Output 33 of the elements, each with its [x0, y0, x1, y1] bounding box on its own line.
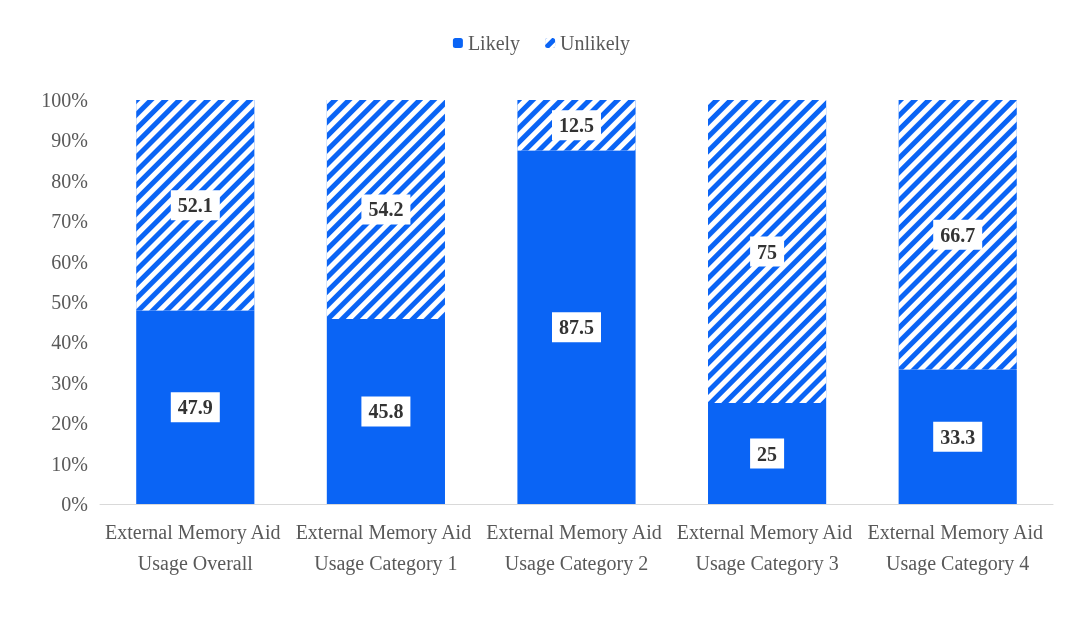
- y-tick-label: 80%: [51, 169, 88, 192]
- data-label: 66.7: [940, 223, 976, 246]
- bar: [326, 318, 445, 504]
- data-label: 87.5: [559, 316, 594, 339]
- y-tick-label: 50%: [51, 291, 88, 313]
- x-tick-label: External Memory Aid Usage Category 1: [295, 520, 477, 575]
- bar: [898, 369, 1017, 504]
- x-tick-label: External Memory Aid Usage Category 4: [867, 520, 1048, 575]
- data-label: 12.5: [559, 114, 594, 137]
- data-label: 52.1: [177, 194, 213, 217]
- x-tick-label: External Memory Aid Usage Category 3: [676, 520, 858, 575]
- bar: [517, 150, 636, 504]
- data-label: 75: [757, 240, 778, 263]
- data-label: 33.3: [940, 425, 976, 448]
- y-tick-label: 30%: [51, 371, 88, 394]
- bar: [708, 403, 827, 504]
- y-tick-label: 60%: [51, 250, 88, 273]
- y-tick-label: 70%: [51, 210, 88, 233]
- data-label: 54.2: [368, 198, 404, 221]
- y-tick-label: 100%: [41, 89, 88, 111]
- y-tick-label: 40%: [51, 331, 88, 354]
- y-tick-label: 20%: [51, 412, 88, 435]
- data-label: 45.8: [368, 400, 404, 423]
- data-label: 47.9: [177, 396, 213, 419]
- x-tick-label: External Memory Aid Usage Category 2: [486, 520, 667, 575]
- legend-label: Unlikely: [560, 32, 631, 55]
- legend-label: Likely: [467, 32, 521, 55]
- y-tick-label: 0%: [61, 493, 88, 515]
- x-tick-label: External Memory Aid Usage Overall: [105, 520, 286, 575]
- y-tick-label: 10%: [51, 452, 88, 475]
- data-label: 25: [757, 442, 778, 465]
- y-tick-label: 90%: [51, 129, 88, 152]
- bar: [136, 310, 255, 504]
